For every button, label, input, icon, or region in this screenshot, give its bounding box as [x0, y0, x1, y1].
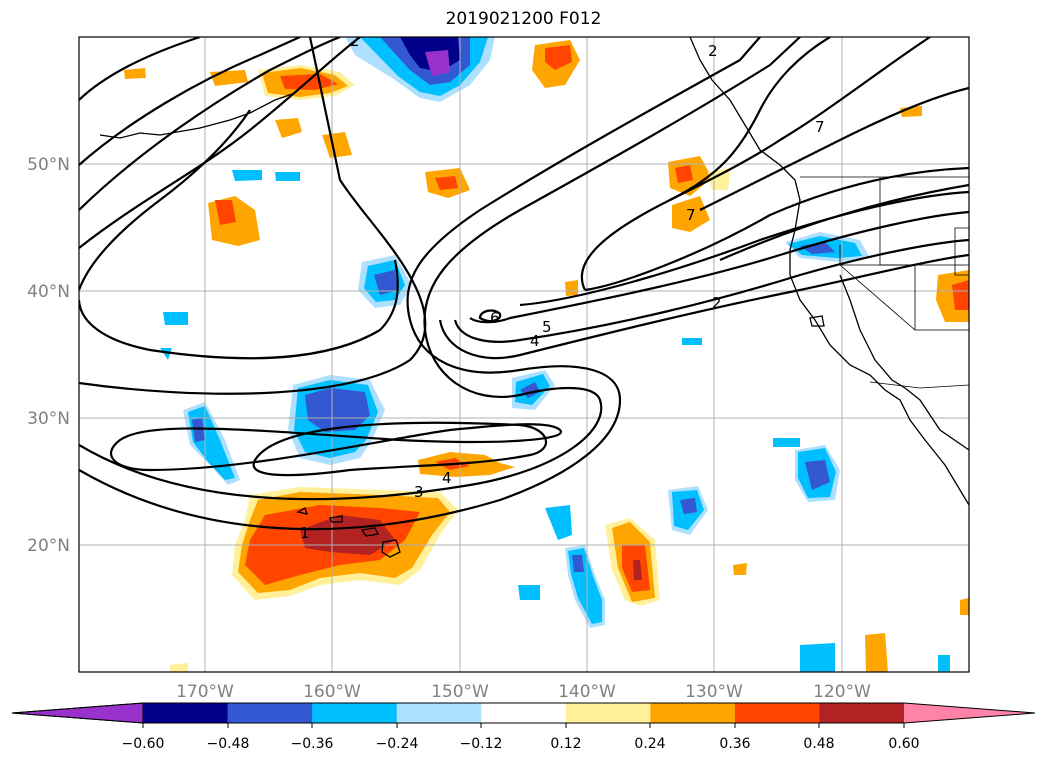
latitude-labels: 20°N 30°N 40°N 50°N [27, 155, 70, 556]
map-frame [78, 36, 970, 673]
colorbar-tick-labels: −0.60 −0.48 −0.36 −0.24 −0.12 0.12 0.24 … [122, 736, 920, 752]
lon-label: 120°W [813, 682, 871, 702]
lat-label: 20°N [27, 536, 70, 556]
contour-label: 7 [686, 206, 696, 224]
colorbar-swatch [143, 703, 229, 723]
colorbar-tick-label: 0.24 [634, 736, 665, 752]
colorbar-tick-label: −0.48 [207, 736, 250, 752]
colorbar-swatch [650, 703, 736, 723]
colorbar-tick-label: −0.24 [376, 736, 419, 752]
contour-label: 2 [708, 42, 718, 60]
colorbar-swatch [819, 703, 905, 723]
colorbar-swatch [481, 703, 567, 723]
map-title: 2019021200 F012 [445, 9, 602, 29]
contour-label: 5 [542, 318, 552, 336]
lat-label: 30°N [27, 409, 70, 429]
colorbar-tick-label: −0.36 [291, 736, 334, 752]
colorbar-tick-label: −0.60 [122, 736, 165, 752]
coastlines [99, 37, 969, 558]
colorbar: −0.60 −0.48 −0.36 −0.24 −0.12 0.12 0.24 … [11, 702, 1036, 752]
colorbar-swatch [565, 703, 651, 723]
lat-label: 40°N [27, 282, 70, 302]
contour-label: 2 [712, 294, 722, 312]
shaded-field [124, 37, 969, 672]
colorbar-swatch [734, 703, 820, 723]
colorbar-tick-label: −0.12 [460, 736, 503, 752]
contour-label: 1 [300, 524, 310, 542]
contour-lines [79, 37, 969, 531]
contour-labels: 1 2 3 4 4 5 6 7 7 2 2 [300, 32, 825, 542]
lon-label: 170°W [176, 682, 234, 702]
lon-label: 140°W [558, 682, 616, 702]
colorbar-swatch [312, 703, 398, 723]
contour-label: 2 [350, 32, 360, 50]
graticule [79, 37, 969, 672]
lon-label: 160°W [303, 682, 361, 702]
colorbar-ticks [142, 723, 905, 728]
contour-label: 3 [414, 483, 424, 501]
lon-label: 150°W [431, 682, 489, 702]
colorbar-swatch [12, 703, 143, 723]
contour-label: 7 [815, 118, 825, 136]
colorbar-tick-label: 0.36 [719, 736, 750, 752]
colorbar-swatch [227, 703, 313, 723]
colorbar-tick-label: 0.48 [803, 736, 834, 752]
lat-label: 50°N [27, 155, 70, 175]
colorbar-swatch [904, 703, 1035, 723]
contour-label: 4 [530, 332, 540, 350]
colorbar-tick-label: 0.12 [550, 736, 581, 752]
longitude-labels: 170°W 160°W 150°W 140°W 130°W 120°W [176, 682, 871, 702]
colorbar-tick-label: 0.60 [888, 736, 919, 752]
contour-label: 4 [442, 469, 452, 487]
contour-label: 6 [490, 309, 500, 327]
colorbar-swatch [396, 703, 482, 723]
lon-label: 130°W [685, 682, 743, 702]
